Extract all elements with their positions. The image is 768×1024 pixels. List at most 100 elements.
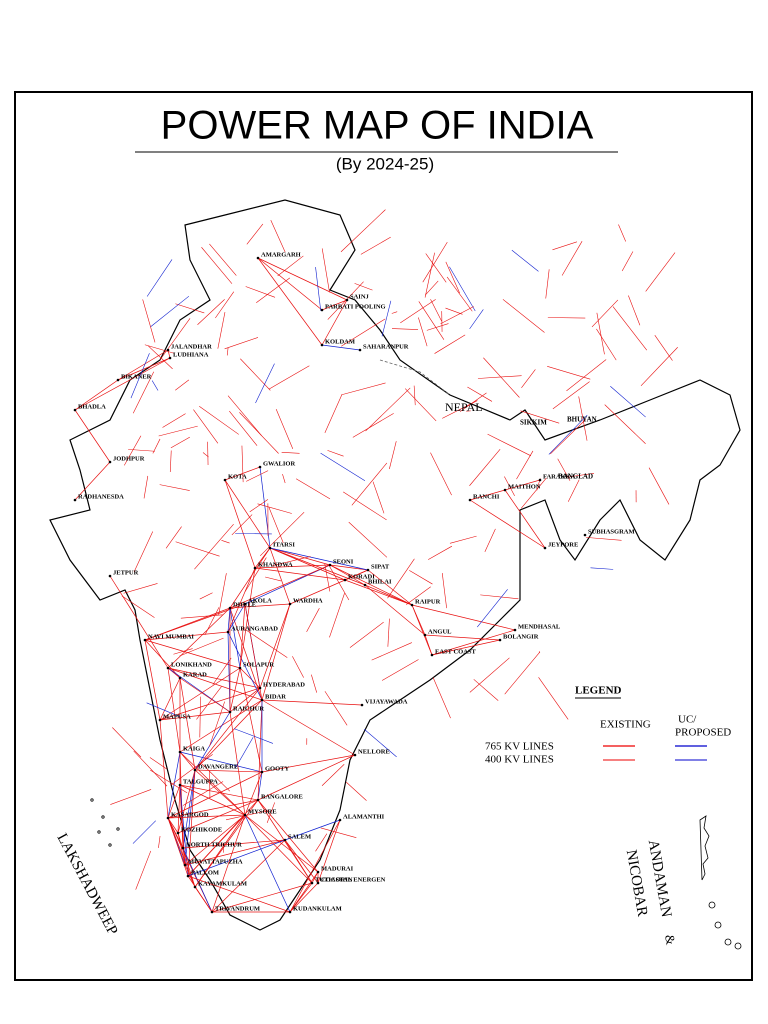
substation — [260, 770, 264, 774]
transmission-line — [159, 719, 169, 819]
transmission-line — [640, 347, 678, 387]
transmission-line — [431, 629, 516, 656]
transmission-line — [257, 257, 323, 346]
transmission-line — [175, 379, 190, 391]
transmission-line — [123, 583, 158, 594]
transmission-line — [596, 312, 605, 355]
substation — [423, 633, 427, 637]
transmission-line — [177, 769, 196, 834]
place-label: TRIVANDRUM — [215, 905, 260, 912]
transmission-line — [324, 394, 343, 433]
transmission-line — [244, 814, 313, 884]
transmission-line — [194, 886, 213, 913]
transmission-line — [177, 832, 196, 888]
substation — [243, 813, 247, 817]
transmission-line — [167, 817, 196, 888]
transmission-line — [610, 386, 646, 418]
transmission-line — [177, 799, 259, 834]
transmission-line — [187, 814, 246, 877]
transmission-line — [381, 659, 419, 681]
transmission-line — [654, 334, 673, 361]
transmission-line — [295, 478, 331, 500]
region-label: & — [662, 933, 679, 946]
transmission-line — [173, 648, 193, 655]
substation — [363, 583, 367, 587]
transmission-line — [148, 345, 173, 370]
place-labels: AMARGARH SAINJ PARBATI POOLING JALANDHARLUD… — [73, 251, 635, 914]
transmission-line — [261, 699, 363, 706]
place-label: SEONI — [333, 558, 354, 565]
substation — [258, 465, 262, 469]
transmission-line — [240, 358, 271, 391]
transmission-line — [483, 357, 520, 398]
transmission-line — [244, 814, 291, 913]
transmission-line — [201, 763, 231, 792]
transmission-line — [135, 850, 152, 890]
transmission-line — [275, 409, 294, 450]
transmission-line — [194, 769, 263, 773]
region-label: NEPAL — [445, 400, 483, 414]
transmission-line — [257, 699, 263, 801]
transmission-line — [446, 276, 473, 312]
transmission-line — [209, 701, 225, 747]
transmission-line — [244, 603, 263, 701]
transmission-line — [194, 711, 231, 771]
transmission-line — [132, 820, 156, 844]
transmission-line — [372, 481, 385, 514]
transmission-line — [121, 595, 155, 618]
transmission-line — [193, 409, 219, 444]
transmission-line — [504, 651, 541, 695]
transmission-line — [430, 299, 442, 322]
place-label: NORTH TRICHUR — [186, 841, 242, 848]
legend-header: PROPOSED — [675, 727, 731, 739]
substation — [243, 602, 247, 606]
transmission-line — [226, 347, 229, 356]
substation — [158, 718, 162, 722]
transmission-line — [269, 547, 346, 581]
place-label: GOOTY — [265, 765, 290, 772]
place-label: SIPAT — [371, 563, 390, 570]
place-label: TALGUPPA — [183, 778, 218, 785]
place-label: KORADI — [348, 573, 375, 580]
substation — [223, 478, 227, 482]
place-label: HYDERABAD — [263, 681, 305, 688]
substation — [256, 798, 260, 802]
transmission-line — [257, 799, 319, 873]
transmission-line — [179, 751, 196, 771]
transmission-line — [341, 318, 386, 347]
transmission-line — [110, 789, 152, 805]
transmission-line — [180, 614, 223, 619]
substation — [178, 783, 182, 787]
transmission-line — [146, 702, 180, 717]
transmission-line — [179, 637, 224, 657]
place-label: KOTA — [228, 473, 247, 480]
transmission-line — [117, 349, 169, 381]
legend-title: LEGEND — [575, 685, 622, 697]
transmission-line — [167, 771, 263, 819]
transmission-line — [199, 592, 213, 600]
legend: LEGEND EXISTING UC/ PROPOSED 765 KV LINE… — [485, 685, 731, 766]
place-label: MAITHON — [508, 483, 541, 490]
place-label: DHULE — [233, 601, 256, 608]
place-label: SAINJ — [350, 293, 370, 300]
transmission-line — [621, 251, 634, 272]
transmission-line — [257, 503, 292, 514]
transmission-line — [340, 209, 386, 253]
transmission-line — [211, 882, 313, 913]
transmission-line — [272, 556, 311, 566]
transmission-line — [162, 413, 186, 428]
substation — [168, 356, 172, 360]
transmission-line — [391, 311, 398, 314]
transmission-line — [212, 657, 232, 685]
place-label: BIKANER — [121, 373, 152, 380]
place-label: AKOLA — [248, 597, 272, 604]
substation — [320, 343, 324, 347]
region-label: SIKKIM — [520, 419, 547, 427]
transmission-line — [547, 317, 586, 319]
place-label: AMARGARH — [261, 251, 301, 258]
place-label: KOZHIKODE — [181, 826, 222, 833]
transmission-line — [585, 537, 622, 541]
transmission-line — [179, 677, 196, 771]
substation — [258, 686, 262, 690]
transmission-line — [441, 573, 447, 609]
